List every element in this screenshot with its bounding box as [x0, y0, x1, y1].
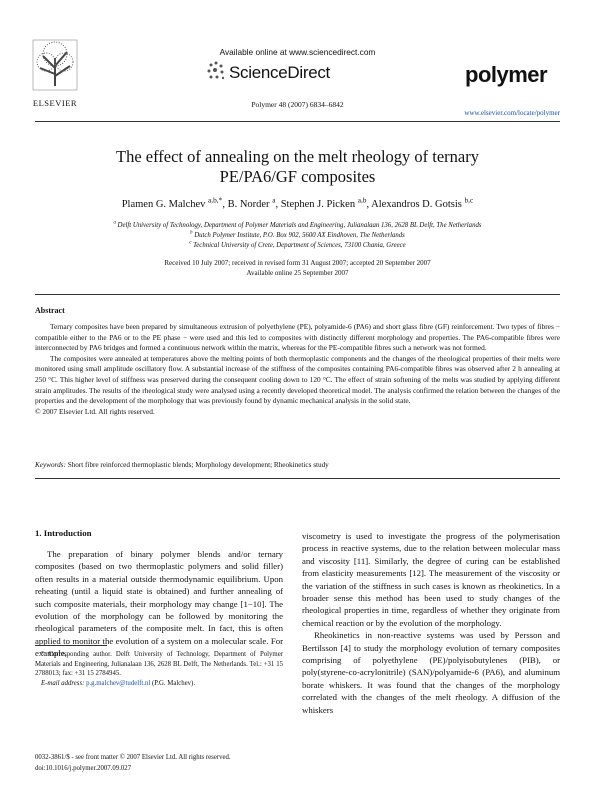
body-paragraph: viscometry is used to investigate the pr…	[302, 531, 560, 628]
title-line: The effect of annealing on the melt rheo…	[115, 147, 479, 166]
dates: Received 10 July 2007; received in revis…	[35, 258, 560, 278]
author: , B. Norder	[222, 199, 270, 210]
copyright: © 2007 Elsevier Ltd. All rights reserved…	[35, 406, 155, 416]
footnote: * Corresponding author. Delft University…	[35, 650, 283, 688]
affil-mark: c	[189, 240, 192, 246]
abstract-body: Ternary composites have been prepared by…	[35, 322, 560, 417]
author-affil: b,c	[464, 195, 474, 205]
keywords: Keywords: Short fibre reinforced thermop…	[35, 461, 329, 469]
affil-mark: a	[113, 220, 116, 226]
footer: 0032-3861/$ - see front matter © 2007 El…	[35, 753, 231, 774]
email-link[interactable]: p.g.malchev@tudelft.nl	[86, 679, 151, 687]
publisher-logo	[32, 39, 78, 91]
publisher-name: ELSEVIER	[32, 98, 78, 108]
journal-url[interactable]: www.elsevier.com/locate/polymer	[464, 109, 560, 117]
column-right: viscometry is used to investigate the pr…	[302, 530, 560, 716]
affiliations: a Delft University of Technology, Depart…	[35, 221, 560, 251]
rule	[35, 294, 560, 295]
rule	[35, 121, 560, 122]
author: , Stephen J. Picken	[275, 199, 356, 210]
authors: Plamen G. Malchev a,b,*, B. Norder a, St…	[35, 195, 560, 210]
platform-name: ScienceDirect	[229, 63, 330, 82]
author-affil: a	[272, 195, 276, 205]
email-owner: (P.G. Malchev).	[151, 679, 196, 687]
affiliation: b Dutch Polymer Institute, P.O. Box 902,…	[35, 231, 560, 241]
footnote-text: * Corresponding author. Delft University…	[35, 651, 283, 678]
journal-name: polymer	[465, 62, 548, 87]
title-line: PE/PA6/GF composites	[219, 167, 376, 186]
author-affil: a,b,*	[208, 195, 223, 205]
abstract-paragraph: Ternary composites have been prepared by…	[35, 322, 560, 353]
author: , Alexandros D. Gotsis	[366, 199, 462, 210]
affil-text: Dutch Polymer Institute, P.O. Box 902, 5…	[194, 232, 405, 239]
affiliation: a Delft University of Technology, Depart…	[35, 221, 560, 231]
journal-citation: Polymer 48 (2007) 6834–6842	[251, 100, 344, 109]
section-heading: 1. Introduction	[35, 528, 92, 538]
affil-mark: b	[190, 230, 193, 236]
abstract-heading: Abstract	[35, 306, 65, 315]
email-label: E-mail address:	[41, 679, 85, 687]
issn: 0032-3861/$ - see front matter © 2007 El…	[35, 754, 231, 761]
affiliation: c Technical University of Crete, Departm…	[35, 241, 560, 251]
affil-text: Delft University of Technology, Departme…	[117, 222, 482, 229]
date-line: Received 10 July 2007; received in revis…	[164, 259, 431, 267]
column-left: The preparation of binary polymer blends…	[35, 548, 283, 660]
article-title: The effect of annealing on the melt rheo…	[35, 147, 560, 187]
availability: Available online at www.sciencedirect.co…	[219, 47, 376, 57]
footnote-rule	[35, 645, 107, 646]
author: Plamen G. Malchev	[121, 199, 206, 210]
footnote-email: E-mail address: p.g.malchev@tudelft.nl (…	[35, 679, 283, 689]
author-affil: a,b	[357, 195, 367, 205]
platform-logo	[207, 61, 225, 80]
date-line: Available online 25 September 2007	[246, 269, 349, 277]
doi: doi:10.1016/j.polymer.2007.09.027	[35, 764, 132, 772]
affil-text: Technical University of Crete, Departmen…	[193, 242, 406, 249]
abstract-paragraph: The composites were annealed at temperat…	[35, 353, 560, 406]
keywords-text: Short fibre reinforced thermoplastic ble…	[67, 461, 329, 469]
body-paragraph: Rheokinetics in non-reactive systems was…	[302, 630, 560, 715]
rule	[35, 478, 560, 479]
body-paragraph: The preparation of binary polymer blends…	[35, 549, 283, 659]
keywords-label: Keywords:	[35, 461, 66, 469]
